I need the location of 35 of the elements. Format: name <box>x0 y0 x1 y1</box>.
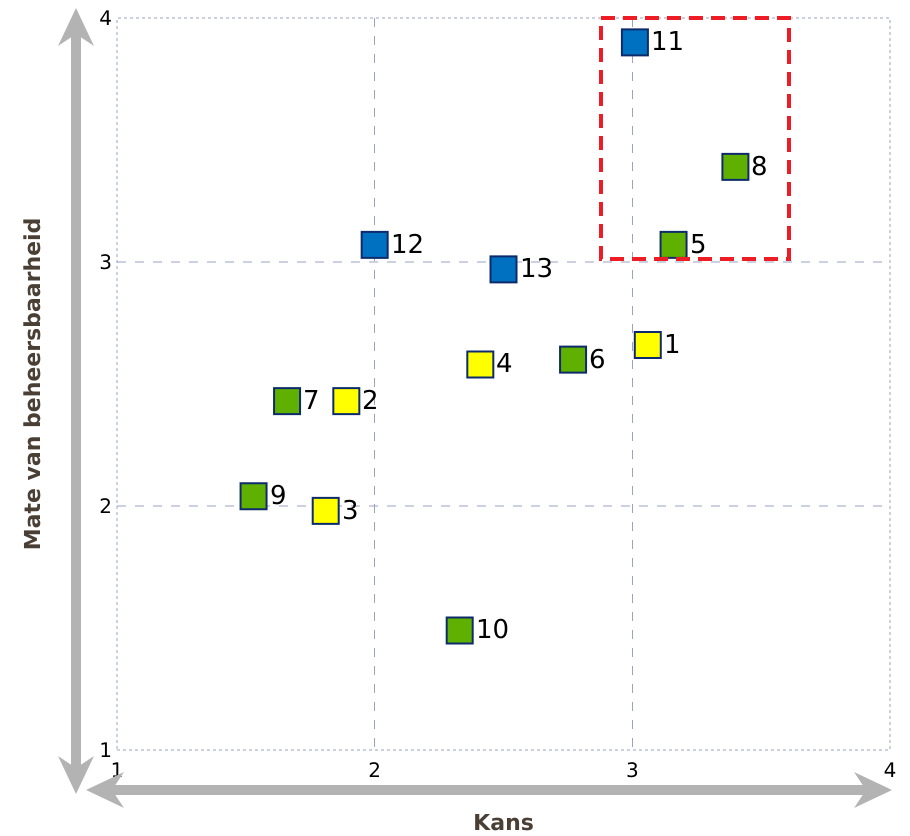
point <box>490 255 518 284</box>
annotation: 3 <box>342 496 359 526</box>
point <box>446 616 474 644</box>
x-tick-label: 4 <box>884 758 896 782</box>
y-tick-label: 2 <box>99 494 112 518</box>
point <box>620 28 649 56</box>
point <box>240 482 268 510</box>
annotation: 12 <box>391 230 424 260</box>
point <box>312 496 340 525</box>
x-axis-title: Kans <box>473 811 534 836</box>
y-axis-title: Mate van beheersbaarheid <box>21 218 46 550</box>
point <box>660 230 688 259</box>
x-tick-label: 3 <box>626 758 639 782</box>
annotation: 1 <box>664 330 681 360</box>
point <box>634 330 662 359</box>
x-tick-label: 2 <box>368 758 382 782</box>
y-tick-label: 3 <box>99 250 112 274</box>
point <box>559 346 588 374</box>
annotation: 2 <box>362 386 379 416</box>
annotation: 10 <box>476 615 510 645</box>
point <box>360 230 389 259</box>
annotation: 6 <box>589 345 606 375</box>
annotation: 5 <box>690 230 707 260</box>
annotation: 4 <box>496 349 513 379</box>
point <box>273 387 302 416</box>
annotation: 13 <box>520 254 554 284</box>
y-tick-label: 1 <box>99 738 112 762</box>
point <box>332 387 360 416</box>
annotation: 9 <box>270 481 287 511</box>
annotation: 11 <box>651 27 684 57</box>
y-tick-label: 4 <box>99 6 112 30</box>
annotation: 8 <box>751 152 768 182</box>
annotation: 7 <box>303 386 320 416</box>
point <box>721 152 750 181</box>
point <box>466 350 494 378</box>
